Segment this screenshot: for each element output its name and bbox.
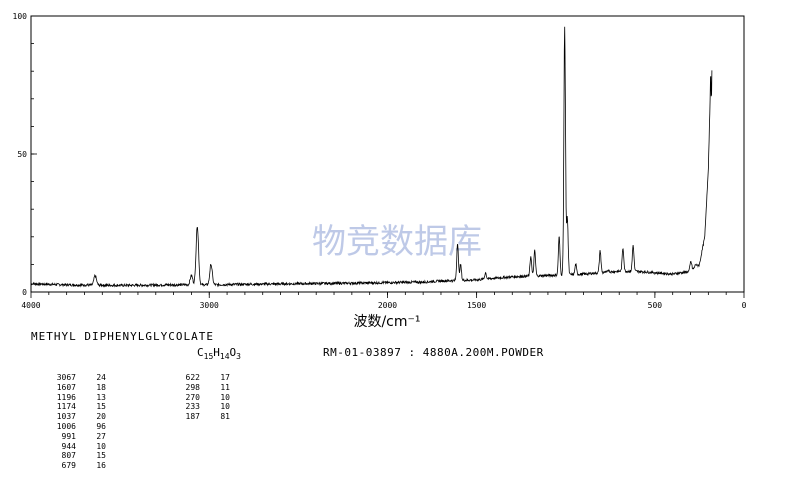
peak-intensity: 24	[96, 373, 106, 382]
peak-intensity: 18	[96, 382, 106, 392]
y-tick-label: 0	[22, 288, 27, 297]
peak-wavenumber: 807	[61, 451, 76, 461]
peak-row: 298 11	[148, 383, 230, 393]
peak-intensity: 27	[96, 431, 106, 441]
peak-wavenumber: 991	[61, 431, 76, 441]
peak-intensity: 81	[220, 412, 230, 422]
formula-oxygen: O	[229, 346, 237, 359]
peak-row: 1607 18	[24, 383, 106, 393]
compound-name: METHYL DIPHENYLGLYCOLATE	[31, 330, 214, 343]
peak-wavenumber: 298	[185, 382, 200, 392]
peak-row: 187 81	[148, 412, 230, 422]
peak-intensity: 17	[220, 373, 230, 382]
peak-intensity: 15	[96, 451, 106, 461]
peak-intensity: 10	[96, 441, 106, 451]
x-tick-label: 500	[648, 301, 663, 310]
peak-wavenumber: 3067	[56, 373, 76, 382]
peak-intensity: 10	[220, 392, 230, 402]
sample-info: RM-01-03897 : 4880A.200M.POWDER	[323, 346, 544, 359]
peak-row: 679 16	[24, 461, 106, 471]
peak-table-right: 622 17 298 11 270 10 233 10 187 81	[148, 373, 230, 422]
peak-wavenumber: 1607	[56, 382, 76, 392]
peak-intensity: 96	[96, 421, 106, 431]
formula-carbon: C	[197, 346, 204, 359]
peak-intensity: 10	[220, 402, 230, 412]
x-tick-label: 4000	[21, 301, 40, 310]
x-tick-label: 1500	[467, 301, 486, 310]
peak-intensity: 20	[96, 412, 106, 422]
formula-carbon-count: 15	[203, 352, 214, 362]
peak-row: 3067 24	[24, 373, 106, 383]
x-tick-label: 2000	[378, 301, 397, 310]
peak-table-left: 3067 24 1607 18 1196 13 1174 15 1037 20 1006 9…	[24, 373, 106, 471]
peak-wavenumber: 187	[185, 412, 200, 422]
peak-wavenumber: 1006	[56, 421, 76, 431]
peak-wavenumber: 622	[185, 373, 200, 382]
formula-hydrogen: H	[213, 346, 220, 359]
y-tick-label: 50	[17, 150, 27, 159]
peak-intensity: 13	[96, 392, 106, 402]
peak-intensity: 15	[96, 402, 106, 412]
raman-spectrum-chart: 0 50 100 4000 3000 2000 1500 500 0 物竞数据库 波数/cm⁻…	[13, 12, 747, 330]
spectrum-line	[30, 26, 713, 288]
peak-row: 1174 15	[24, 402, 106, 412]
x-tick-label: 0	[742, 301, 747, 310]
peak-row: 1006 96	[24, 422, 106, 432]
peak-intensity: 11	[220, 382, 230, 392]
peak-row: 1196 13	[24, 393, 106, 403]
x-tick-label: 3000	[200, 301, 219, 310]
peak-row: 991 27	[24, 432, 106, 442]
peak-wavenumber: 270	[185, 392, 200, 402]
peak-wavenumber: 679	[61, 461, 76, 471]
formula-hydrogen-count: 14	[219, 352, 230, 362]
peak-wavenumber: 944	[61, 441, 76, 451]
peak-intensity: 16	[96, 461, 106, 471]
formula-oxygen-count: 3	[236, 352, 241, 362]
peak-wavenumber: 233	[185, 402, 200, 412]
peak-wavenumber: 1037	[56, 412, 76, 422]
peak-row: 807 15	[24, 451, 106, 461]
y-tick-label: 100	[13, 12, 28, 21]
peak-row: 270 10	[148, 393, 230, 403]
peak-row: 622 17	[148, 373, 230, 383]
peak-wavenumber: 1174	[56, 402, 76, 412]
peak-wavenumber: 1196	[56, 392, 76, 402]
molecular-formula: C15H14O3	[197, 346, 241, 361]
watermark: 物竞数据库	[312, 222, 482, 262]
peak-row: 233 10	[148, 402, 230, 412]
x-axis: 4000 3000 2000 1500 500 0	[21, 292, 747, 310]
peak-row: 944 10	[24, 442, 106, 452]
y-axis: 0 50 100	[13, 12, 37, 297]
peak-row: 1037 20	[24, 412, 106, 422]
x-axis-title: 波数/cm⁻¹	[353, 314, 420, 330]
